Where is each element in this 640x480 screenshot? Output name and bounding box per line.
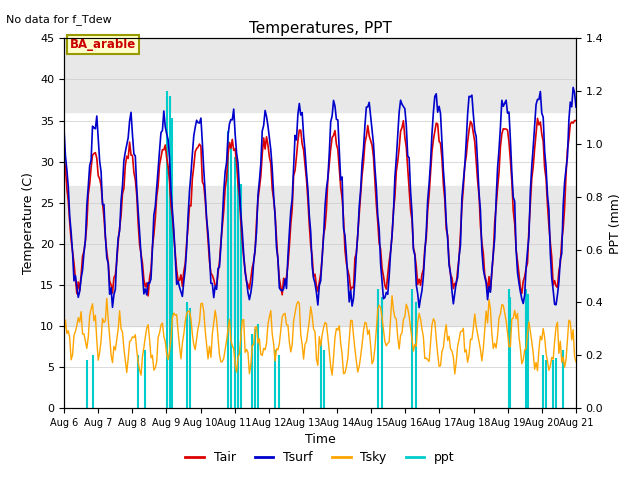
Bar — [64, 38, 576, 112]
Bar — [64, 186, 576, 326]
Text: No data for f_Tdew: No data for f_Tdew — [6, 14, 112, 25]
Y-axis label: Temperature (C): Temperature (C) — [22, 172, 35, 274]
X-axis label: Time: Time — [305, 433, 335, 446]
Legend: Tair, Tsurf, Tsky, ppt: Tair, Tsurf, Tsky, ppt — [180, 446, 460, 469]
Y-axis label: PPT (mm): PPT (mm) — [609, 193, 622, 253]
Title: Temperatures, PPT: Temperatures, PPT — [248, 21, 392, 36]
Text: BA_arable: BA_arable — [70, 38, 136, 51]
